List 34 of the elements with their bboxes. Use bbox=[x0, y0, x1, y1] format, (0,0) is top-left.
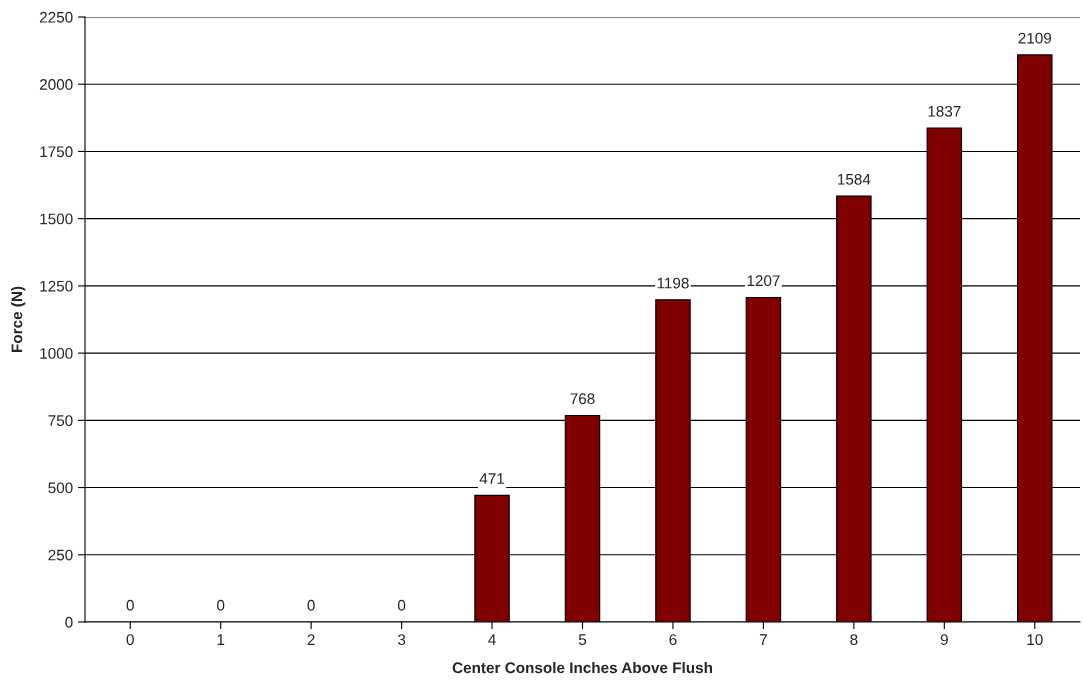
y-tick-label: 750 bbox=[48, 415, 73, 427]
data-label: 768 bbox=[570, 393, 595, 405]
data-label: 2109 bbox=[1018, 32, 1052, 44]
x-tick-label: 4 bbox=[488, 634, 496, 645]
x-tick-label: 10 bbox=[1027, 634, 1043, 646]
x-axis-title: Center Console Inches Above Flush bbox=[452, 661, 713, 674]
y-tick-label: 250 bbox=[48, 549, 73, 561]
x-tick-label: 3 bbox=[397, 634, 406, 646]
data-label: 1207 bbox=[747, 275, 780, 287]
y-tick-label: 0 bbox=[65, 616, 73, 628]
y-tick-label: 1250 bbox=[40, 280, 73, 292]
data-label: 1198 bbox=[657, 277, 689, 289]
y-axis-title: Force (N) bbox=[11, 286, 26, 352]
y-tick-label: 500 bbox=[48, 482, 73, 494]
y-tick-label: 2000 bbox=[39, 79, 73, 90]
data-label: 471 bbox=[479, 473, 505, 484]
x-tick-label: 7 bbox=[759, 634, 767, 645]
x-tick-label: 1 bbox=[217, 634, 225, 645]
x-tick-label: 6 bbox=[669, 634, 677, 646]
data-label: 1837 bbox=[928, 105, 961, 117]
y-tick-label: 1750 bbox=[40, 146, 73, 158]
data-label: 0 bbox=[307, 599, 315, 611]
data-label: 0 bbox=[126, 599, 134, 611]
x-tick-label: 0 bbox=[126, 634, 134, 646]
x-tick-label: 9 bbox=[940, 634, 948, 646]
data-label: 1584 bbox=[838, 173, 871, 185]
x-tick-label: 5 bbox=[578, 634, 587, 646]
x-tick-label: 8 bbox=[850, 634, 858, 646]
y-tick-label: 1500 bbox=[40, 213, 73, 225]
data-label: 0 bbox=[397, 599, 406, 611]
x-tick-label: 2 bbox=[307, 634, 315, 645]
y-tick-label: 2250 bbox=[39, 11, 73, 23]
y-tick-label: 1000 bbox=[40, 347, 73, 359]
data-label: 0 bbox=[217, 599, 225, 611]
